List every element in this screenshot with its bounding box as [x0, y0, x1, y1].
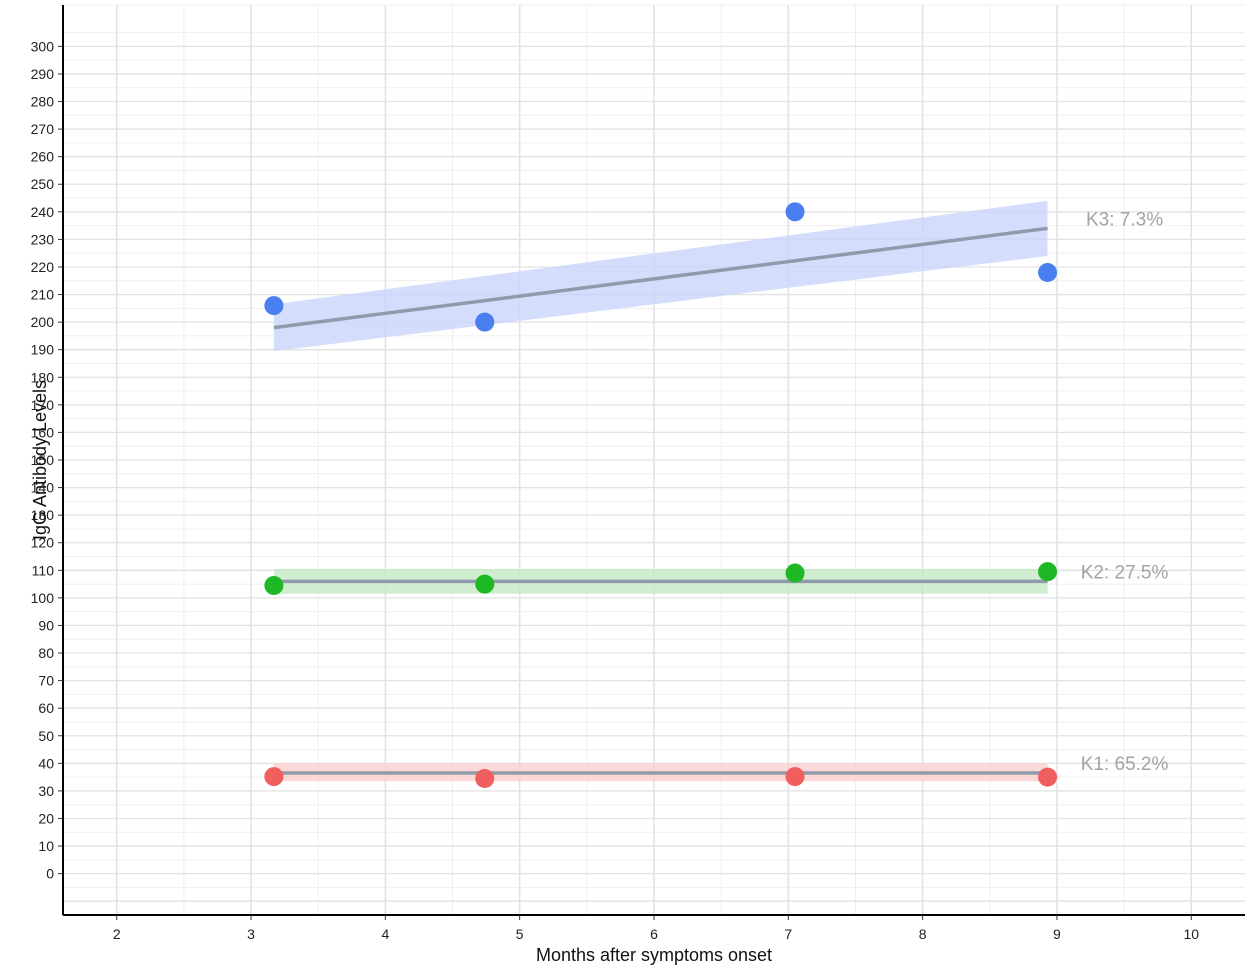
y-tick-label: 250: [31, 176, 55, 192]
series-label: K1: 65.2%: [1081, 754, 1169, 775]
y-tick-label: 110: [32, 562, 55, 578]
x-tick-label: 7: [784, 926, 792, 942]
data-point: [1038, 562, 1058, 582]
y-tick-label: 300: [31, 38, 55, 54]
y-tick-label: 100: [31, 590, 55, 606]
x-tick-label: 4: [381, 926, 389, 942]
data-point: [1038, 262, 1058, 282]
y-tick-label: 230: [31, 231, 55, 247]
y-tick-label: 260: [31, 149, 55, 165]
y-tick-label: 10: [38, 838, 54, 854]
x-tick-label: 9: [1053, 926, 1061, 942]
y-tick-label: 130: [31, 507, 55, 523]
data-point: [785, 767, 805, 787]
y-tick-label: 160: [31, 424, 55, 440]
y-tick-label: 30: [38, 783, 54, 799]
y-tick-label: 50: [38, 728, 54, 744]
y-tick-label: 140: [31, 480, 55, 496]
confidence-band: [273, 200, 1048, 352]
series-label: K2: 27.5%: [1081, 562, 1169, 583]
data-point: [475, 769, 495, 788]
x-tick-label: 2: [113, 926, 121, 942]
x-tick-label: 8: [919, 926, 927, 942]
y-tick-label: 40: [38, 755, 54, 771]
x-tick-label: 10: [1183, 926, 1199, 942]
x-tick-label: 3: [247, 926, 255, 942]
x-tick-label: 5: [516, 926, 524, 942]
y-tick-label: 70: [38, 673, 54, 689]
y-tick-label: 170: [31, 397, 55, 413]
tick-labels: 0 10 20 30 40 50 60 70 80 90 100 110 120 130 140 150 160…: [31, 38, 1200, 942]
data-point: [785, 563, 805, 583]
y-tick-label: 120: [31, 535, 55, 551]
data-point: [1038, 767, 1058, 787]
y-tick-label: 210: [31, 287, 55, 303]
x-tick-label: 6: [650, 926, 658, 942]
y-tick-label: 20: [38, 810, 54, 826]
x-axis-title: Months after symptoms onset: [536, 945, 772, 965]
data-point: [264, 767, 284, 787]
y-tick-label: 240: [31, 204, 55, 220]
y-tick-label: 90: [38, 617, 54, 633]
y-tick-label: 200: [31, 314, 55, 330]
data-point: [475, 312, 495, 332]
y-tick-label: 190: [31, 342, 55, 358]
series-labels: K3: 7.3% K2: 27.5% K1: 65.2%: [1081, 209, 1169, 775]
y-tick-label: 290: [31, 66, 55, 82]
y-tick-label: 180: [31, 369, 55, 385]
data-point: [475, 574, 495, 594]
data-points: [264, 202, 1058, 788]
y-tick-label: 270: [31, 121, 55, 137]
y-tick-label: 60: [38, 700, 54, 716]
series-label: K3: 7.3%: [1086, 209, 1163, 230]
fit-lines: [273, 226, 1048, 775]
y-tick-label: 0: [46, 866, 54, 882]
y-tick-label: 150: [31, 452, 55, 468]
data-point: [264, 575, 284, 595]
y-axis-title: IgG Antibody Levels: [30, 380, 50, 540]
y-tick-label: 280: [31, 94, 55, 110]
fit-line: [273, 226, 1048, 330]
y-tick-label: 220: [31, 259, 55, 275]
data-point: [264, 296, 284, 316]
y-tick-label: 80: [38, 645, 54, 661]
data-point: [785, 202, 805, 222]
